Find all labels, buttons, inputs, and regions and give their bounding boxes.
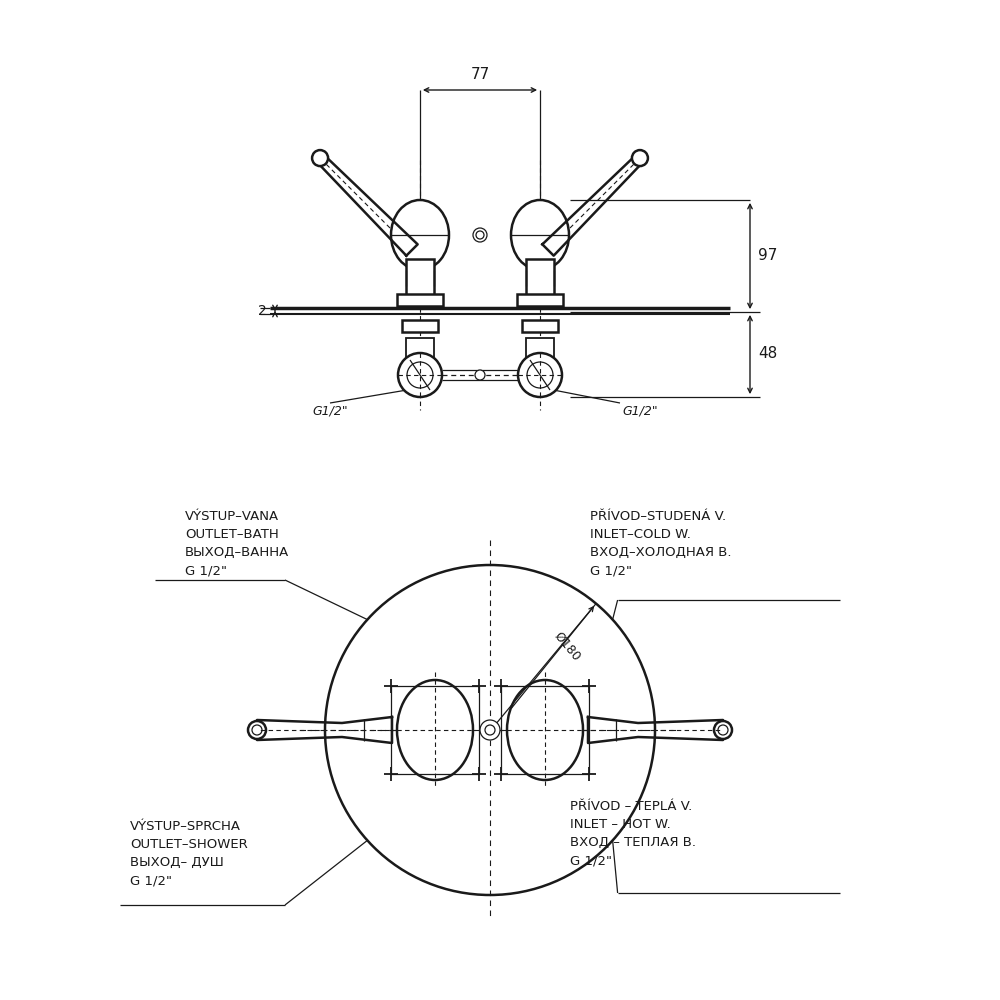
Ellipse shape <box>391 200 449 270</box>
Ellipse shape <box>507 680 583 780</box>
Bar <box>406 259 434 297</box>
Circle shape <box>718 725 728 735</box>
Ellipse shape <box>511 200 569 270</box>
Text: G1/2": G1/2" <box>312 405 348 418</box>
Text: G1/2": G1/2" <box>622 405 658 418</box>
Text: PŘÍVOD – TEPLÁ V.
INLET – HOT W.
ВХОД – TЕПЛАЯ В.
G 1/2": PŘÍVOD – TEPLÁ V. INLET – HOT W. ВХОД – … <box>570 800 696 867</box>
Text: VÝSTUP–SPRCHA
OUTLET–SHOWER
ВЫХОД– ДУШ
G 1/2": VÝSTUP–SPRCHA OUTLET–SHOWER ВЫХОД– ДУШ G… <box>130 820 248 887</box>
Circle shape <box>248 721 266 739</box>
Text: PŘÍVOD–STUDENÁ V.
INLET–COLD W.
ВХОД–ХОЛОДНАЯ В.
G 1/2": PŘÍVOD–STUDENÁ V. INLET–COLD W. ВХОД–ХОЛ… <box>590 510 732 577</box>
Bar <box>526 338 554 358</box>
Text: Ø180: Ø180 <box>551 630 583 664</box>
Bar <box>522 320 558 332</box>
Text: 48: 48 <box>758 346 777 361</box>
Text: 2: 2 <box>258 304 267 318</box>
Circle shape <box>473 228 487 242</box>
Bar <box>526 259 554 297</box>
Text: 77: 77 <box>470 67 490 82</box>
Circle shape <box>407 362 433 388</box>
Text: 97: 97 <box>758 247 777 262</box>
Bar <box>397 294 443 306</box>
Circle shape <box>312 150 328 166</box>
Circle shape <box>714 721 732 739</box>
Circle shape <box>518 353 562 397</box>
Circle shape <box>252 725 262 735</box>
Circle shape <box>632 150 648 166</box>
Circle shape <box>480 720 500 740</box>
Circle shape <box>476 231 484 239</box>
Bar <box>402 320 438 332</box>
Bar <box>406 338 434 358</box>
Circle shape <box>398 353 442 397</box>
Circle shape <box>485 725 495 735</box>
Bar <box>501 686 589 774</box>
Bar <box>517 294 563 306</box>
Bar <box>391 686 479 774</box>
Ellipse shape <box>397 680 473 780</box>
Circle shape <box>527 362 553 388</box>
Text: VÝSTUP–VANA
OUTLET–BATH
ВЫХОД–ВАННА
G 1/2": VÝSTUP–VANA OUTLET–BATH ВЫХОД–ВАННА G 1/… <box>185 510 289 577</box>
Circle shape <box>475 370 485 380</box>
